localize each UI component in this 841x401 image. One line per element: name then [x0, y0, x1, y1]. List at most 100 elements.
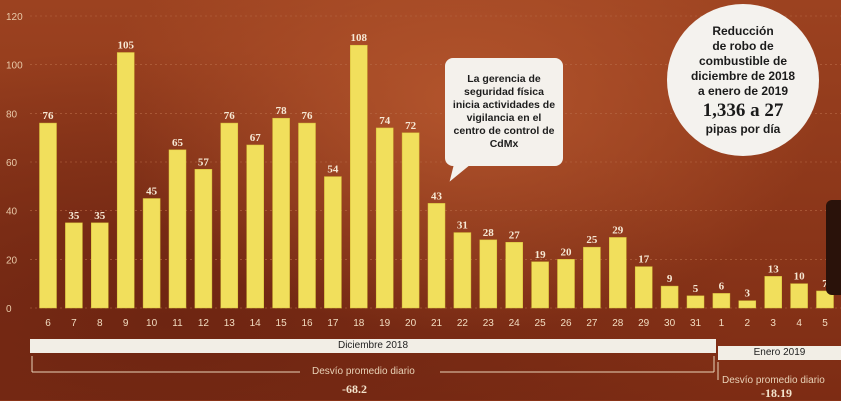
- x-axis-ticks: 6 7 8 9 10 11 12 13 14 15 16 17 18 19 20 21 22 23 24 25 26 27…: [45, 318, 828, 329]
- period-label-january: Enero 2019: [718, 346, 841, 360]
- data-label: 28: [483, 227, 495, 239]
- bar: [401, 132, 420, 309]
- bar: [350, 44, 368, 309]
- data-label: 108: [351, 32, 368, 44]
- bar: [660, 285, 679, 309]
- period-label-december: Diciembre 2018: [30, 339, 716, 353]
- x-tick-label: 17: [327, 318, 339, 329]
- data-label: 13: [768, 263, 780, 275]
- y-axis-ticks: 0 20 40 60 80 100 120: [6, 12, 23, 315]
- y-tick-label: 0: [6, 304, 12, 315]
- x-tick-label: 4: [796, 318, 802, 329]
- x-tick-label: 26: [560, 318, 572, 329]
- bar: [479, 239, 498, 309]
- x-tick-label: 7: [71, 318, 77, 329]
- x-tick-label: 29: [638, 318, 650, 329]
- bar: [583, 246, 601, 309]
- x-tick-label: 20: [405, 318, 417, 329]
- data-label: 6: [719, 280, 725, 292]
- bar: [609, 237, 627, 309]
- data-label: 57: [198, 156, 210, 168]
- x-tick-label: 2: [745, 318, 751, 329]
- x-tick-label: 30: [664, 318, 676, 329]
- data-label: 27: [509, 229, 521, 241]
- x-tick-label: 5: [822, 318, 828, 329]
- bars: [39, 44, 834, 309]
- x-tick-label: 13: [224, 318, 236, 329]
- x-tick-label: 12: [198, 318, 210, 329]
- summary-headline: Reducción de robo de combustible de dici…: [690, 23, 796, 98]
- data-label: 105: [117, 40, 134, 52]
- data-label: 9: [667, 273, 673, 285]
- x-tick-label: 25: [535, 318, 547, 329]
- bar: [531, 261, 549, 309]
- x-tick-label: 27: [586, 318, 598, 329]
- x-tick-label: 15: [276, 318, 288, 329]
- data-label: 76: [302, 110, 314, 122]
- bar: [91, 222, 109, 309]
- average-value-january: -18.19: [761, 386, 792, 400]
- summary-unit: pipas por día: [705, 121, 781, 136]
- average-label-january: Desvío promedio diario: [722, 375, 825, 386]
- x-tick-label: 28: [612, 318, 624, 329]
- x-tick-label: 8: [97, 318, 103, 329]
- data-label: 78: [276, 105, 288, 117]
- bar: [816, 290, 834, 309]
- y-tick-label: 40: [6, 207, 18, 218]
- data-label: 43: [431, 190, 443, 202]
- data-label: 20: [561, 246, 573, 258]
- y-tick-label: 120: [6, 12, 23, 23]
- bar: [246, 144, 264, 309]
- average-label-december: Desvío promedio diario: [312, 366, 415, 377]
- bar: [427, 203, 446, 309]
- bar: [764, 276, 782, 309]
- bar: [116, 52, 135, 309]
- bar: [194, 169, 213, 309]
- x-tick-label: 9: [123, 318, 129, 329]
- x-tick-label: 31: [690, 318, 702, 329]
- x-tick-label: 24: [509, 318, 521, 329]
- summary-figure: 1,336 a 27: [702, 99, 784, 121]
- bar: [375, 127, 394, 309]
- annotation-box: La gerencia de seguridad física inicia a…: [445, 58, 563, 166]
- bar: [39, 122, 57, 309]
- bar: [298, 122, 316, 309]
- y-tick-label: 60: [6, 158, 18, 169]
- average-brackets: [31, 356, 719, 380]
- x-tick-label: 3: [770, 318, 776, 329]
- x-tick-label: 11: [172, 318, 183, 329]
- data-label: 19: [535, 249, 547, 261]
- data-label: 76: [43, 110, 55, 122]
- bar: [220, 122, 239, 309]
- bar: [634, 266, 653, 309]
- x-tick-label: 14: [250, 318, 262, 329]
- x-tick-label: 23: [483, 318, 495, 329]
- data-label: 54: [327, 164, 339, 176]
- summary-circle: Reducción de robo de combustible de dici…: [667, 4, 819, 156]
- data-label: 5: [693, 283, 699, 295]
- data-label: 29: [612, 224, 624, 236]
- data-label: 17: [638, 254, 650, 266]
- bar: [686, 295, 705, 309]
- x-tick-label: 16: [301, 318, 313, 329]
- x-tick-label: 21: [431, 318, 443, 329]
- data-label: 25: [586, 234, 598, 246]
- data-label: 67: [250, 132, 262, 144]
- x-tick-label: 18: [353, 318, 365, 329]
- x-tick-label: 22: [457, 318, 469, 329]
- bar: [557, 259, 575, 309]
- data-label: 72: [405, 120, 417, 132]
- data-label: 10: [794, 271, 806, 283]
- y-tick-label: 100: [6, 61, 23, 72]
- x-tick-label: 6: [45, 318, 51, 329]
- data-label: 31: [457, 220, 468, 232]
- bar: [453, 232, 472, 309]
- bar: [324, 176, 342, 309]
- decorative-edge: [826, 200, 841, 295]
- annotation-text: La gerencia de seguridad física inicia a…: [452, 73, 556, 150]
- y-tick-label: 80: [6, 109, 18, 120]
- bar: [272, 117, 290, 309]
- bar: [790, 283, 808, 309]
